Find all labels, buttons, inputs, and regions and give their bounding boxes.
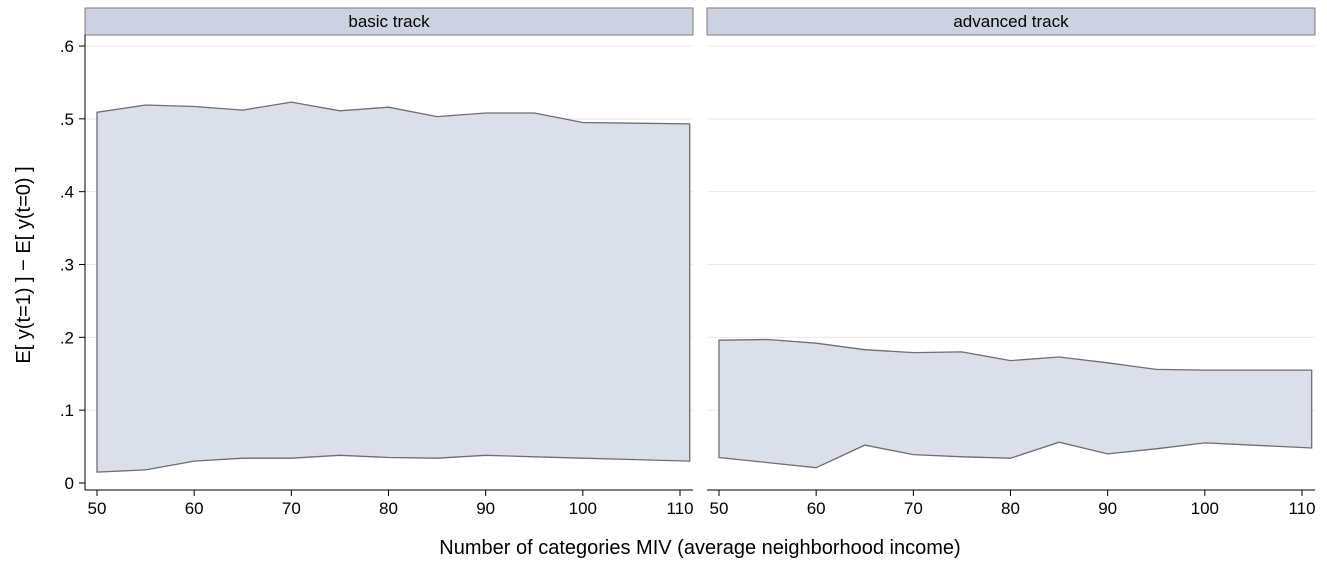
- x-tick-label: 70: [904, 499, 923, 518]
- y-tick-label: .3: [60, 256, 74, 275]
- panel-header: [706, 7, 1316, 36]
- y-tick-label: .2: [60, 328, 74, 347]
- x-tick-label: 100: [1191, 499, 1219, 518]
- y-tick-label: .1: [60, 401, 74, 420]
- panel-advanced: advanced track 50 60 70 80 90 100 110: [706, 7, 1316, 518]
- panel-header: [84, 7, 694, 36]
- y-tick-label: .5: [60, 110, 74, 129]
- x-tick-label: 50: [88, 499, 107, 518]
- x-tick-label: 100: [569, 499, 597, 518]
- x-tick-label: 80: [1001, 499, 1020, 518]
- y-tick-label: .4: [60, 183, 74, 202]
- x-axis-title: Number of categories MIV (average neighb…: [439, 537, 960, 559]
- x-tick-label: 50: [710, 499, 729, 518]
- y-tick-label: 0: [65, 474, 74, 493]
- panel-title: advanced track: [953, 12, 1069, 31]
- panel-title: basic track: [348, 12, 430, 31]
- x-tick-label: 80: [379, 499, 398, 518]
- x-tick-label: 60: [185, 499, 204, 518]
- y-axis-title: E[ y(t=1) ] − E[ y(t=0) ]: [13, 166, 35, 363]
- confidence-band: [718, 338, 1313, 469]
- x-tick-label: 90: [1098, 499, 1117, 518]
- x-tick-label: 110: [666, 499, 693, 518]
- x-tick-label: 60: [807, 499, 826, 518]
- panels-layer: basic track 50 60 70 80 90 100 110 0 .1 .2 .3 .4 .5 .6…: [60, 7, 1316, 518]
- panel-basic: basic track 50 60 70 80 90 100 110 0 .1 .2 .3 .4 .5 .6: [60, 7, 694, 518]
- x-tick-label: 110: [1288, 499, 1315, 518]
- y-tick-label: .6: [60, 37, 74, 56]
- confidence-band: [96, 101, 691, 473]
- x-tick-label: 90: [476, 499, 495, 518]
- x-tick-label: 70: [282, 499, 301, 518]
